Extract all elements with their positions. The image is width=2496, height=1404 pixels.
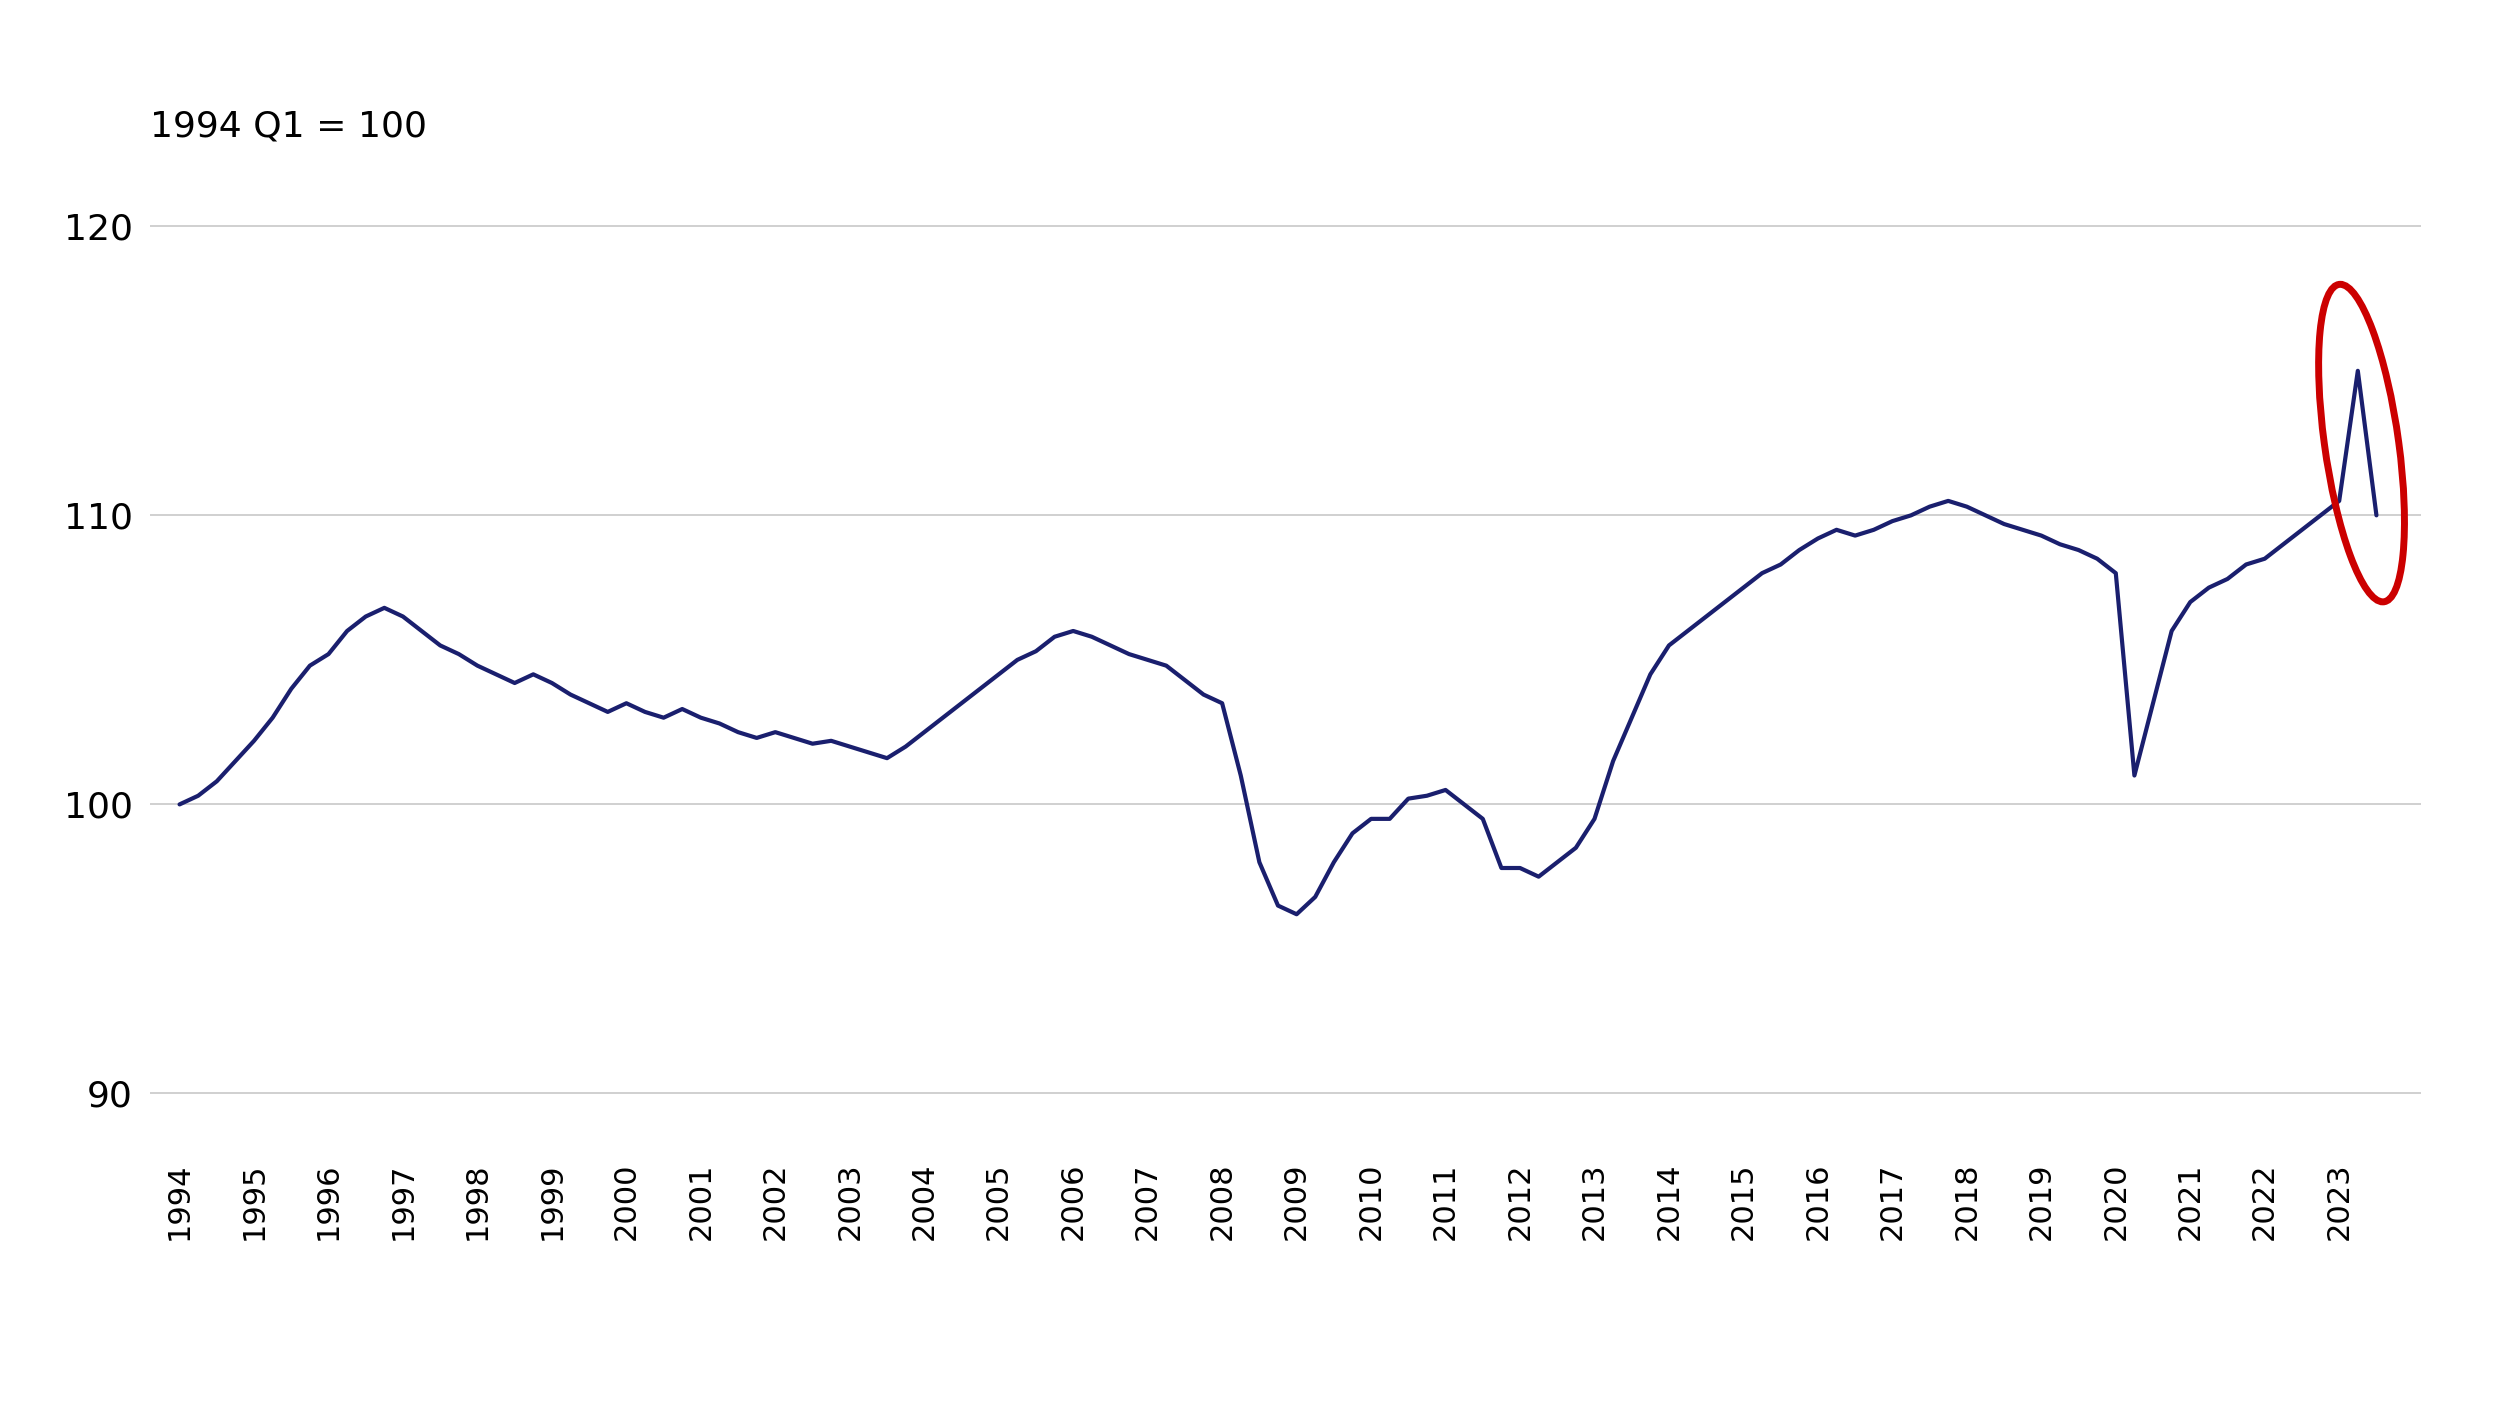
Text: 1994 Q1 = 100: 1994 Q1 = 100 — [150, 110, 427, 143]
